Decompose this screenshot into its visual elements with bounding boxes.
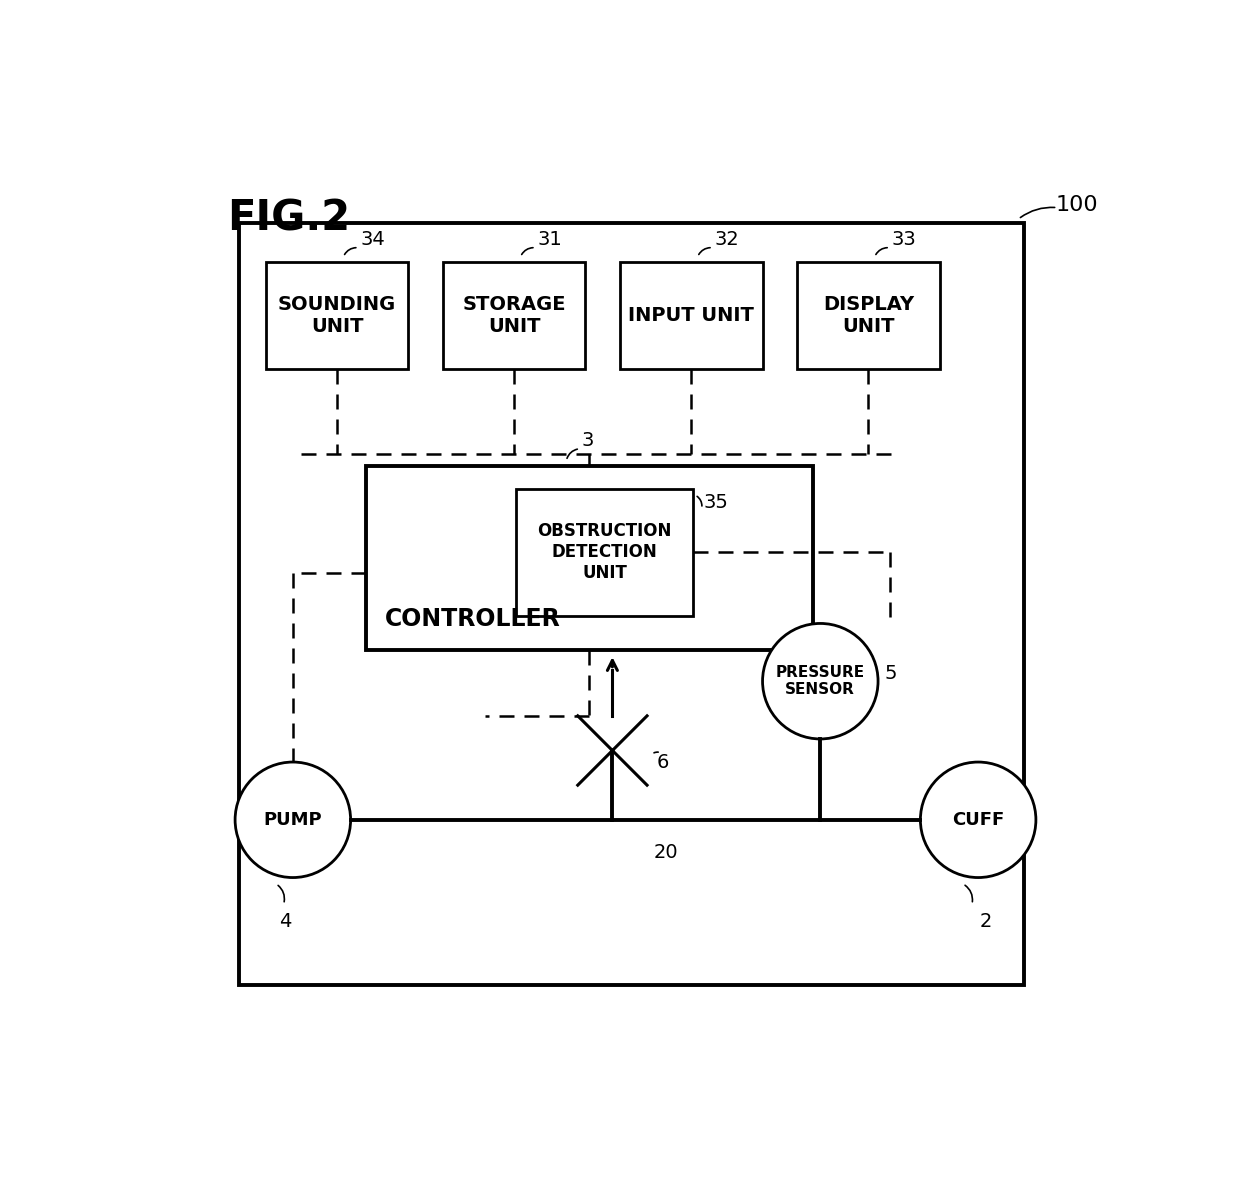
Text: 35: 35 [703,493,728,512]
Circle shape [763,623,878,739]
Text: 2: 2 [980,912,992,931]
Bar [797,262,940,370]
Bar [265,262,408,370]
Text: CUFF: CUFF [952,811,1004,828]
Circle shape [236,762,351,878]
Text: 31: 31 [537,231,562,250]
Text: SOUNDING
UNIT: SOUNDING UNIT [278,295,397,337]
Text: 6: 6 [656,752,668,771]
Text: 33: 33 [892,231,916,250]
Bar [443,262,585,370]
Text: STORAGE
UNIT: STORAGE UNIT [463,295,565,337]
Text: 100: 100 [1055,194,1097,214]
Text: 34: 34 [361,231,384,250]
Text: 20: 20 [653,843,678,861]
Text: PRESSURE
SENSOR: PRESSURE SENSOR [776,665,864,698]
Text: 5: 5 [884,664,897,683]
Circle shape [920,762,1035,878]
Bar [366,466,812,651]
Text: DISPLAY
UNIT: DISPLAY UNIT [823,295,914,337]
Text: 4: 4 [279,912,291,931]
Text: INPUT UNIT: INPUT UNIT [629,306,754,325]
Text: FIG.2: FIG.2 [227,198,351,239]
Text: 32: 32 [714,231,739,250]
Text: OBSTRUCTION
DETECTION
UNIT: OBSTRUCTION DETECTION UNIT [537,523,672,582]
Text: PUMP: PUMP [264,811,322,828]
Text: CONTROLLER: CONTROLLER [386,607,560,632]
Bar [620,262,763,370]
Bar [239,223,1024,986]
Bar [516,488,693,616]
Text: 3: 3 [582,431,594,450]
